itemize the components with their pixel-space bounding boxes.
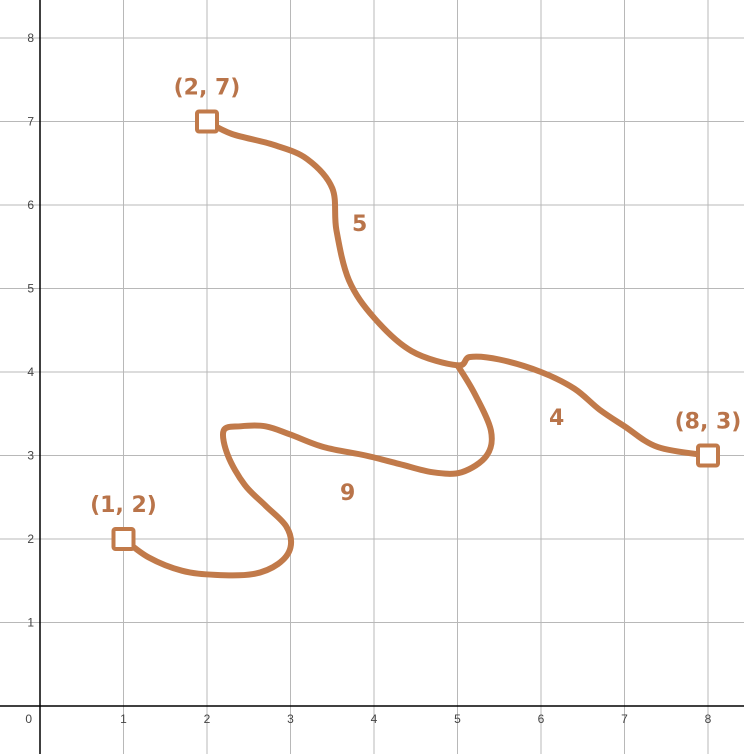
y-tick-label: 5 — [27, 282, 34, 296]
x-tick-label: 6 — [538, 712, 545, 726]
x-tick-label: 3 — [287, 712, 294, 726]
y-tick-label: 1 — [27, 616, 34, 630]
x-tick-label: 2 — [204, 712, 211, 726]
curve-weights: 5 9 4 — [340, 212, 564, 506]
y-tick-label: 7 — [27, 115, 34, 129]
x-tick-label: 4 — [371, 712, 378, 726]
points: (1, 2) (2, 7) (8, 3) — [90, 76, 742, 551]
curve-path — [120, 362, 495, 579]
weight-label-middle: 9 — [340, 481, 355, 506]
origin-label: 0 — [25, 712, 32, 726]
x-tick-label: 7 — [621, 712, 628, 726]
point-marker[interactable] — [195, 109, 219, 134]
y-tick-label: 4 — [27, 365, 34, 379]
point-label: (2, 7) — [174, 76, 241, 101]
weight-label-right: 4 — [549, 406, 564, 431]
y-tick-label: 3 — [27, 449, 34, 463]
x-tick-label: 1 — [120, 712, 127, 726]
weight-label-top: 5 — [352, 212, 367, 237]
point-label: (8, 3) — [675, 410, 742, 435]
point-marker[interactable] — [696, 443, 720, 468]
y-tick-label: 2 — [27, 532, 34, 546]
tick-labels: 0 1 2 3 4 5 6 7 8 1 2 3 4 5 6 7 8 — [25, 31, 711, 726]
x-tick-label: 5 — [454, 712, 461, 726]
point-label: (1, 2) — [90, 493, 157, 518]
y-tick-label: 6 — [27, 198, 34, 212]
point-marker[interactable] — [111, 527, 136, 551]
y-tick-label: 8 — [27, 31, 34, 45]
curves — [120, 118, 711, 579]
x-tick-label: 8 — [705, 712, 712, 726]
curve-path — [204, 118, 711, 459]
